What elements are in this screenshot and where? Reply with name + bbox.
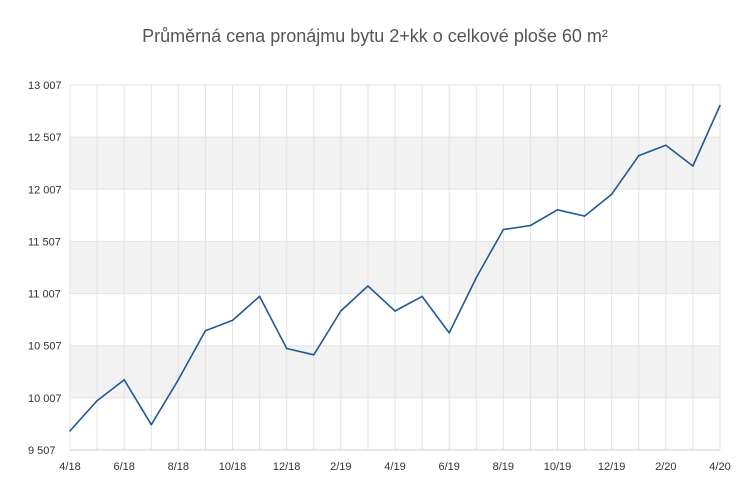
- data-point: [123, 379, 125, 381]
- data-point: [665, 144, 667, 146]
- data-point: [258, 295, 261, 298]
- y-tick-label: 13 007: [28, 80, 62, 92]
- x-tick-label: 2/20: [655, 461, 676, 473]
- data-point: [719, 104, 721, 107]
- series-layer: [69, 104, 721, 432]
- data-point: [692, 165, 694, 167]
- x-tick-label: 12/19: [598, 461, 626, 473]
- data-point: [150, 423, 153, 426]
- data-point: [583, 215, 586, 217]
- data-point: [448, 332, 450, 334]
- x-axis-labels: 4/18 6/18 8/18 10/18 12/18 2/19 4/19 6/19 8/19 10…: [59, 461, 730, 473]
- data-point: [556, 209, 559, 211]
- x-tick-label: 6/19: [438, 461, 459, 473]
- y-tick-label: 9 507: [28, 445, 56, 457]
- x-tick-label: 12/18: [273, 461, 301, 473]
- y-tick-label: 12 507: [28, 132, 62, 144]
- x-tick-label: 8/19: [493, 461, 514, 473]
- y-tick-label: 11 007: [28, 289, 61, 301]
- data-point: [204, 330, 207, 332]
- data-point: [177, 379, 180, 381]
- x-tick-label: 10/18: [219, 461, 247, 473]
- data-point: [340, 310, 342, 312]
- data-point: [421, 295, 423, 298]
- x-tick-label: 10/19: [544, 461, 572, 473]
- x-tick-label: 4/19: [384, 461, 405, 473]
- data-point: [96, 399, 98, 402]
- data-point: [502, 228, 505, 231]
- y-tick-label: 11 507: [28, 236, 61, 248]
- x-tick-label: 6/18: [113, 461, 134, 473]
- data-point: [312, 353, 315, 356]
- data-point: [394, 310, 396, 312]
- x-tick-label: 4/20: [709, 461, 730, 473]
- x-tick-label: 4/18: [59, 461, 80, 473]
- data-point: [367, 285, 369, 287]
- x-tick-label: 2/19: [330, 461, 351, 473]
- data-point: [69, 430, 71, 432]
- y-tick-label: 12 007: [28, 184, 62, 196]
- data-point: [231, 319, 234, 322]
- y-tick-label: 10 007: [28, 393, 62, 405]
- chart-title: Průměrná cena pronájmu bytu 2+kk o celko…: [142, 26, 608, 46]
- data-point: [529, 224, 532, 227]
- data-point: [637, 154, 640, 157]
- y-axis-labels: 9 507 10 007 10 507 11 007 11 507 12 007 12 50…: [28, 80, 62, 457]
- y-tick-label: 10 507: [28, 341, 62, 353]
- data-point: [610, 193, 613, 195]
- x-tick-label: 8/18: [168, 461, 189, 473]
- data-point: [285, 347, 288, 350]
- data-point: [475, 276, 478, 279]
